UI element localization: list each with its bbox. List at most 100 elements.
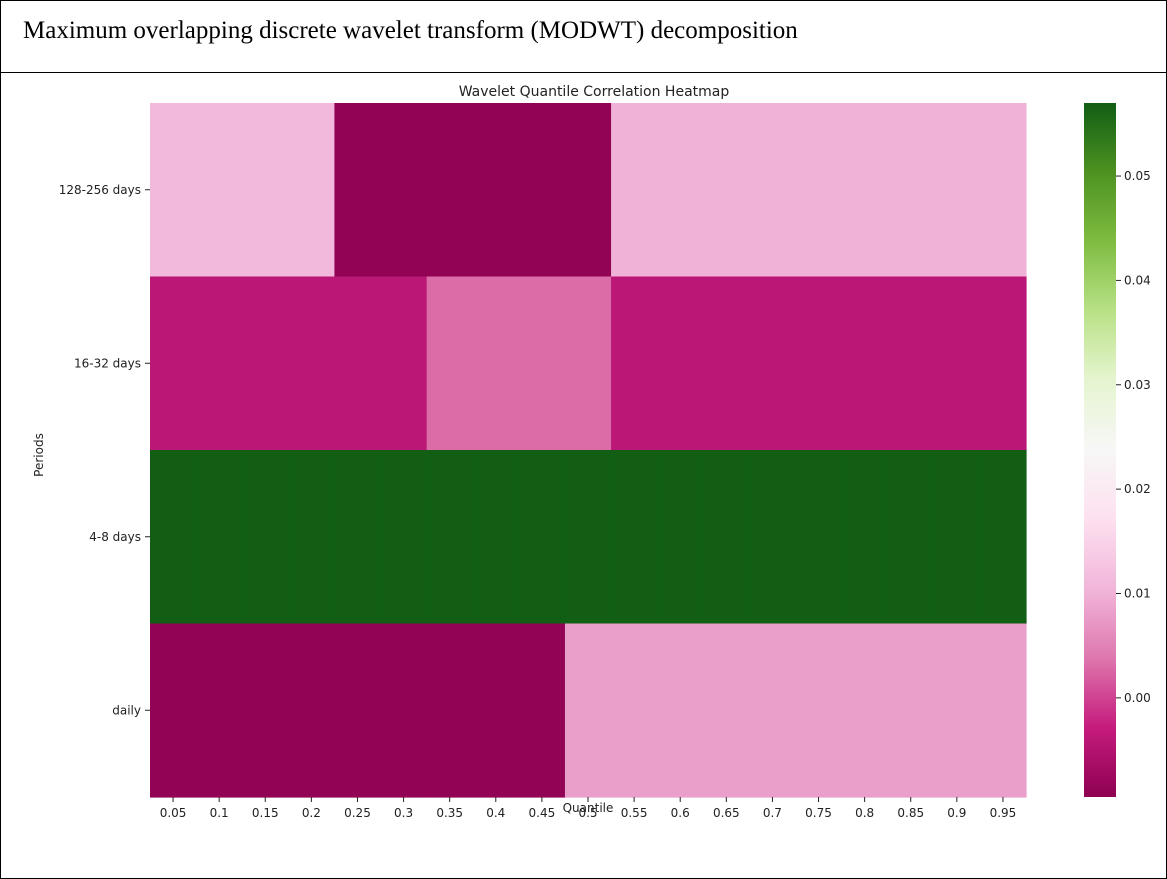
- heatmap-cell: [426, 276, 474, 451]
- heatmap-cell: [933, 103, 981, 278]
- heatmap-cell: [288, 103, 336, 278]
- heatmap-cell: [518, 276, 566, 451]
- heatmap-cell: [749, 276, 797, 451]
- y-tick-label: daily: [112, 703, 141, 717]
- heatmap-cell: [150, 623, 197, 798]
- heatmap-cell: [472, 623, 520, 798]
- x-tick-label: 0.7: [763, 806, 782, 820]
- heatmap-cell: [334, 276, 382, 451]
- heatmap-cell: [150, 450, 197, 625]
- heatmap-cell: [703, 450, 750, 625]
- heatmap-cell: [380, 450, 428, 625]
- x-tick-label: 0.1: [210, 806, 229, 820]
- heatmap-cell: [150, 276, 197, 451]
- heatmap-cell: [242, 450, 289, 625]
- heatmap-cell: [657, 450, 704, 625]
- heatmap-cell: [841, 276, 889, 451]
- heatmap-cell: [795, 450, 843, 625]
- x-tick-label: 0.6: [671, 806, 690, 820]
- x-tick-label: 0.4: [486, 806, 505, 820]
- heatmap-cell: [196, 623, 243, 798]
- heatmap-cell: [518, 450, 566, 625]
- heatmap-cell: [564, 623, 612, 798]
- heatmap-cell: [518, 103, 566, 278]
- x-tick-label: 0.25: [344, 806, 371, 820]
- heatmap-cell: [841, 103, 889, 278]
- heatmap-cell: [703, 103, 750, 278]
- heatmap-cell: [933, 450, 981, 625]
- heatmap-cell: [749, 623, 797, 798]
- heatmap-cell: [334, 450, 382, 625]
- y-axis-label: Periods: [32, 433, 46, 477]
- heatmap-cell: [380, 623, 428, 798]
- heatmap-cell: [933, 276, 981, 451]
- heatmap-cell: [979, 450, 1027, 625]
- heatmap-cell: [426, 103, 474, 278]
- heatmap-cell: [426, 450, 474, 625]
- heatmap-cell: [841, 450, 889, 625]
- colorbar-tick-label: 0.03: [1124, 378, 1151, 392]
- heatmap-cell: [242, 623, 289, 798]
- heatmap-cell: [564, 450, 612, 625]
- heatmap-cell: [657, 623, 704, 798]
- heatmap-cell: [979, 276, 1027, 451]
- heatmap-cell: [288, 276, 336, 451]
- heatmap-cell: [242, 103, 289, 278]
- heatmap-cell: [472, 276, 520, 451]
- x-axis-label: Quantile: [563, 801, 614, 815]
- x-tick-label: 0.9: [947, 806, 966, 820]
- heatmap-cells: [150, 103, 1027, 798]
- heatmap-cell: [518, 623, 566, 798]
- x-tick-label: 0.3: [394, 806, 413, 820]
- caption-row: Maximum overlapping discrete wavelet tra…: [1, 1, 1166, 73]
- heatmap-cell: [887, 103, 935, 278]
- heatmap-cell: [288, 623, 336, 798]
- heatmap-cell: [564, 103, 612, 278]
- x-tick-label: 0.55: [621, 806, 648, 820]
- y-tick-label: 128-256 days: [59, 183, 141, 197]
- heatmap-cell: [887, 623, 935, 798]
- x-tick-label: 0.45: [529, 806, 556, 820]
- x-tick-label: 0.05: [160, 806, 187, 820]
- colorbar: [1084, 103, 1116, 797]
- x-axis-ticks: 0.05 0.1 0.15 0.2 0.25 0.3 0.35 0.4 0.45 0.5 0.55 0…: [160, 797, 1017, 820]
- heatmap-cell: [472, 450, 520, 625]
- figure-caption: Maximum overlapping discrete wavelet tra…: [23, 17, 798, 44]
- heatmap-cell: [426, 623, 474, 798]
- heatmap-cell: [334, 103, 382, 278]
- chart-title: Wavelet Quantile Correlation Heatmap: [459, 84, 730, 100]
- heatmap-cell: [196, 450, 243, 625]
- heatmap-cell: [150, 103, 197, 278]
- x-tick-label: 0.2: [302, 806, 321, 820]
- heatmap-cell: [242, 276, 289, 451]
- colorbar-tick-label: 0.00: [1124, 691, 1151, 705]
- heatmap-cell: [288, 450, 336, 625]
- y-axis-ticks: 128-256 days 16-32 days 4-8 days daily: [59, 183, 150, 717]
- heatmap-cell: [657, 276, 704, 451]
- heatmap-cell: [979, 623, 1027, 798]
- x-tick-label: 0.95: [990, 806, 1017, 820]
- colorbar-tick-label: 0.05: [1124, 169, 1151, 183]
- colorbar-tick-label: 0.02: [1124, 482, 1151, 496]
- x-tick-label: 0.35: [436, 806, 463, 820]
- x-tick-label: 0.75: [805, 806, 832, 820]
- heatmap-cell: [933, 623, 981, 798]
- heatmap-cell: [196, 276, 243, 451]
- heatmap-cell: [196, 103, 243, 278]
- heatmap-cell: [795, 103, 843, 278]
- heatmap-cell: [887, 450, 935, 625]
- heatmap-cell: [472, 103, 520, 278]
- heatmap-cell: [979, 103, 1027, 278]
- heatmap-cell: [380, 103, 428, 278]
- heatmap-cell: [749, 450, 797, 625]
- heatmap-cell: [749, 103, 797, 278]
- colorbar-tick-label: 0.01: [1124, 586, 1151, 600]
- colorbar-tick-label: 0.04: [1124, 273, 1151, 287]
- heatmap-cell: [795, 276, 843, 451]
- heatmap-cell: [611, 623, 658, 798]
- heatmap-cell: [611, 103, 658, 278]
- heatmap-cell: [380, 276, 428, 451]
- x-tick-label: 0.15: [252, 806, 279, 820]
- heatmap-cell: [841, 623, 889, 798]
